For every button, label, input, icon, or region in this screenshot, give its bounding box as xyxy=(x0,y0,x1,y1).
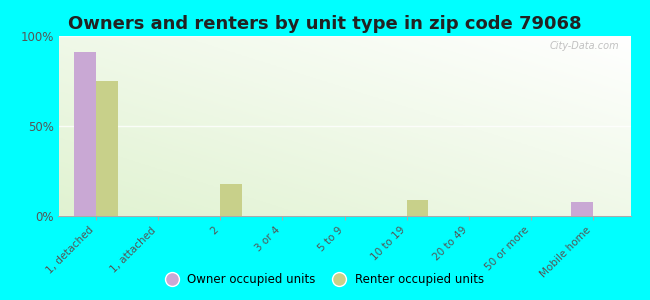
Bar xyxy=(571,202,593,216)
Bar xyxy=(74,52,96,216)
Legend: Owner occupied units, Renter occupied units: Owner occupied units, Renter occupied un… xyxy=(161,269,489,291)
Bar xyxy=(407,200,428,216)
Text: City-Data.com: City-Data.com xyxy=(549,41,619,51)
Text: Owners and renters by unit type in zip code 79068: Owners and renters by unit type in zip c… xyxy=(68,15,582,33)
Bar xyxy=(96,81,118,216)
Bar xyxy=(220,184,242,216)
